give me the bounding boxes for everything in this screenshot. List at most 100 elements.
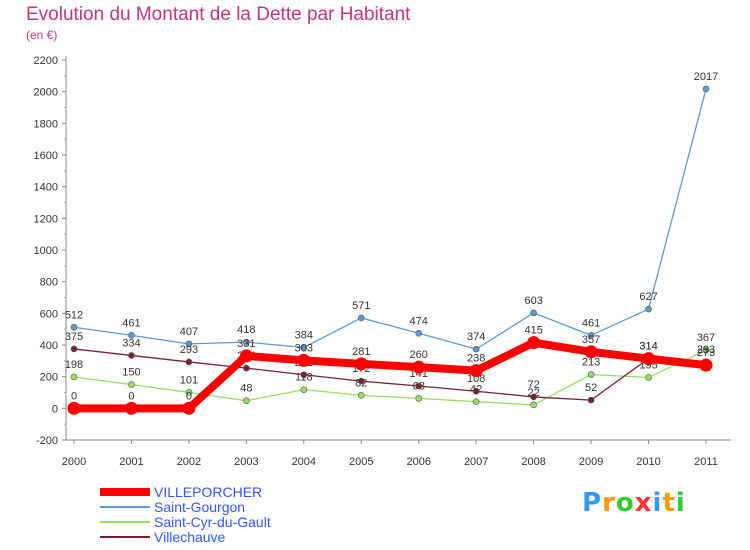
legend-label-villeporcher: VILLEPORCHER — [154, 483, 263, 500]
data-label-saint-gourgon: 461 — [582, 317, 600, 329]
logo-letter: t — [662, 488, 676, 518]
legend-item-saint-cyr-du-gault: Saint-Cyr-du-Gault — [100, 514, 271, 530]
data-point-saint-gourgon — [415, 329, 423, 337]
x-tick-label: 2007 — [464, 456, 488, 468]
data-point-villeporcher — [527, 336, 541, 350]
data-label-villeporcher: 357 — [582, 334, 600, 346]
x-tick-label: 2000 — [62, 456, 86, 468]
data-label-villeporcher: 281 — [352, 346, 370, 358]
legend-label-villechauve: Villechauve — [154, 528, 226, 545]
y-tick-label: 600 — [40, 308, 58, 320]
y-tick-label: 200 — [40, 372, 58, 384]
x-tick-label: 2003 — [234, 456, 258, 468]
data-point-saint-gourgon — [243, 338, 250, 346]
y-tick-label: 1400 — [34, 182, 58, 194]
data-point-saint-gourgon — [300, 344, 308, 351]
data-label-villeporcher: 238 — [467, 353, 485, 365]
data-point-villeporcher — [584, 345, 598, 359]
legend-item-villeporcher: VILLEPORCHER — [100, 483, 271, 500]
data-label-saint-gourgon: 418 — [237, 324, 255, 336]
x-tick-label: 2005 — [349, 456, 373, 468]
data-point-saint-gourgon — [587, 332, 595, 339]
data-point-saint-cyr-du-gault — [128, 381, 135, 388]
data-point-villechauve — [128, 352, 135, 359]
legend-item-saint-gourgon: Saint-Gourgon — [100, 498, 271, 515]
data-label-villechauve: 375 — [65, 331, 83, 343]
data-label-villeporcher: 0 — [71, 390, 77, 402]
x-tick-label: 2010 — [636, 456, 660, 468]
logo-letter: i — [675, 488, 686, 518]
x-tick-label: 2004 — [292, 456, 316, 468]
data-point-villeporcher — [354, 357, 368, 371]
legend-swatch-saint-gourgon — [100, 505, 150, 508]
data-point-saint-gourgon — [70, 323, 78, 331]
data-point-villechauve — [472, 387, 480, 395]
data-label-villechauve: 293 — [180, 344, 198, 356]
data-label-villechauve: 108 — [467, 373, 485, 385]
data-label-saint-cyr-du-gault: 213 — [582, 357, 600, 369]
data-point-saint-cyr-du-gault — [415, 395, 423, 402]
x-tick-label: 2008 — [521, 456, 545, 468]
data-point-saint-cyr-du-gault — [357, 392, 365, 399]
data-label-saint-gourgon: 2017 — [694, 71, 718, 83]
data-point-saint-cyr-du-gault — [645, 374, 652, 381]
y-tick-label: 2000 — [34, 87, 58, 99]
data-point-villeporcher — [297, 353, 311, 367]
x-tick-label: 2001 — [119, 456, 143, 468]
data-point-villeporcher — [124, 401, 138, 415]
x-tick-label: 2006 — [406, 456, 430, 468]
data-point-villeporcher — [412, 360, 426, 374]
data-point-saint-cyr-du-gault — [472, 398, 480, 405]
data-label-saint-cyr-du-gault: 367 — [697, 332, 715, 344]
data-label-saint-cyr-du-gault: 198 — [65, 359, 83, 371]
x-tick-label: 2002 — [177, 456, 201, 468]
data-point-saint-gourgon — [472, 345, 480, 353]
data-point-saint-cyr-du-gault — [185, 389, 193, 396]
data-point-villeporcher — [469, 364, 483, 378]
data-label-villeporcher: 0 — [186, 390, 192, 402]
data-label-saint-cyr-du-gault: 48 — [240, 383, 252, 395]
data-label-saint-cyr-du-gault: 150 — [122, 367, 140, 379]
x-tick-label: 2011 — [694, 456, 718, 468]
data-label-villechauve: 72 — [528, 379, 540, 391]
data-point-villechauve — [300, 371, 308, 379]
data-point-saint-cyr-du-gault — [70, 373, 78, 381]
data-point-saint-cyr-du-gault — [300, 386, 308, 393]
legend: VILLEPORCHER Saint-Gourgon Saint-Cyr-du-… — [100, 483, 271, 545]
data-label-saint-gourgon: 384 — [295, 330, 313, 342]
data-label-villeporcher: 273 — [697, 347, 715, 359]
data-point-saint-gourgon — [702, 85, 710, 93]
logo-letter: i — [652, 488, 663, 518]
data-label-saint-gourgon: 374 — [467, 331, 485, 343]
proxiti-logo: Proxiti — [582, 488, 686, 518]
data-point-villechauve — [70, 345, 78, 353]
data-point-saint-cyr-du-gault — [587, 371, 595, 378]
data-label-villeporcher: 331 — [237, 338, 255, 350]
legend-swatch-villechauve — [100, 535, 150, 538]
legend-swatch-villeporcher — [100, 487, 150, 496]
series-line-villechauve — [73, 348, 707, 401]
series-line-saint-gourgon — [73, 88, 707, 350]
legend-label-saint-gourgon: Saint-Gourgon — [154, 498, 246, 515]
logo-letter: o — [615, 488, 635, 518]
logo-letter: P — [582, 488, 603, 518]
data-label-villechauve: 293 — [697, 344, 715, 356]
logo-letter: r — [602, 488, 616, 518]
data-label-saint-gourgon: 407 — [180, 326, 198, 338]
data-point-villeporcher — [239, 349, 253, 363]
y-tick-label: 1200 — [34, 213, 58, 225]
data-point-villeporcher — [699, 358, 713, 372]
data-point-saint-gourgon — [128, 332, 135, 339]
y-tick-label: 0 — [52, 403, 58, 415]
x-tick-label: 2009 — [579, 456, 603, 468]
legend-swatch-saint-cyr-du-gault — [100, 520, 150, 523]
series-line-villeporcher — [70, 338, 710, 413]
data-point-villechauve — [530, 393, 537, 401]
data-label-saint-gourgon: 512 — [65, 309, 83, 321]
logo-letter: x — [634, 488, 653, 518]
data-point-saint-cyr-du-gault — [702, 346, 710, 354]
data-point-villeporcher — [67, 401, 81, 415]
data-label-villeporcher: 0 — [128, 390, 134, 402]
data-label-saint-gourgon: 603 — [524, 295, 542, 307]
data-label-saint-gourgon: 627 — [639, 291, 657, 303]
